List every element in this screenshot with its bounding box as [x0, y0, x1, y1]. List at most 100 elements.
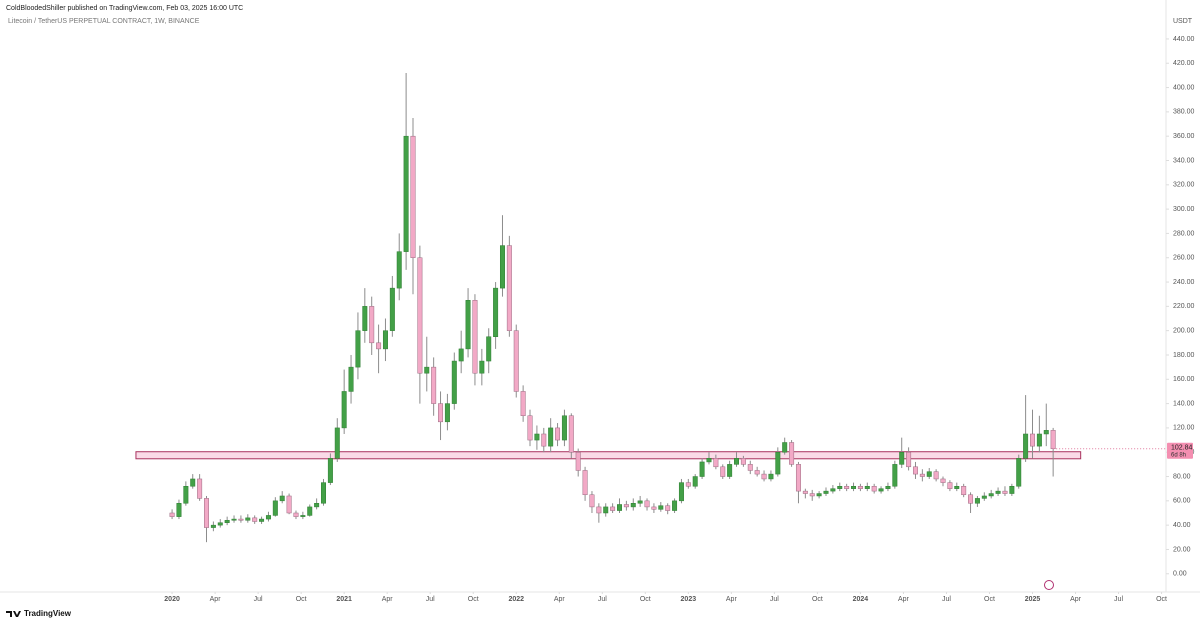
- candle-body: [520, 391, 526, 417]
- candle-body: [493, 287, 499, 337]
- candle-body: [568, 415, 574, 453]
- chart-title: Litecoin / TetherUS PERPETUAL CONTRACT, …: [8, 18, 200, 25]
- candle-body: [871, 486, 877, 492]
- x-tick-label: Jul: [1114, 596, 1123, 603]
- candle-body: [362, 306, 368, 331]
- candle-body: [878, 488, 884, 492]
- last-price-label: 102.84: [1171, 445, 1193, 452]
- candle-body: [637, 500, 643, 504]
- candle-body: [974, 498, 980, 504]
- candle-body: [376, 342, 382, 350]
- candle-body: [1036, 433, 1042, 447]
- candle-body: [912, 466, 918, 475]
- y-tick-label: 220.00: [1173, 303, 1195, 310]
- candle-body: [1009, 486, 1015, 494]
- candle-body: [995, 490, 1001, 494]
- candle-body: [940, 478, 946, 483]
- y-tick-label: 140.00: [1173, 400, 1195, 407]
- candle-body: [265, 515, 271, 520]
- x-tick-label: Oct: [812, 596, 823, 603]
- candle-body: [830, 488, 836, 492]
- candle-body: [658, 505, 664, 510]
- y-tick-label: 380.00: [1173, 109, 1195, 116]
- candle-body: [451, 360, 457, 404]
- candle-body: [747, 464, 753, 471]
- x-tick-label: 2021: [336, 596, 352, 603]
- candle-body: [727, 464, 733, 477]
- candle-body: [768, 473, 774, 480]
- candle-body: [816, 493, 822, 497]
- candle-body: [665, 505, 671, 511]
- candle-body: [548, 427, 554, 447]
- y-tick-label: 0.00: [1173, 571, 1187, 578]
- y-tick-label: 200.00: [1173, 328, 1195, 335]
- candle-body: [314, 503, 320, 508]
- x-tick-label: Jul: [254, 596, 263, 603]
- candle-body: [685, 482, 691, 487]
- candle-body: [630, 503, 636, 508]
- candle-body: [307, 506, 313, 516]
- y-tick-label: 240.00: [1173, 279, 1195, 286]
- y-tick-label: 420.00: [1173, 60, 1195, 67]
- candle-body: [458, 348, 464, 362]
- candle-body: [197, 478, 203, 499]
- candle-body: [424, 366, 430, 374]
- candle-body: [417, 257, 423, 374]
- candle-body: [589, 494, 595, 508]
- candle-body: [575, 451, 581, 471]
- candle-body: [327, 458, 333, 483]
- candle-body: [795, 464, 801, 492]
- candle-body: [272, 500, 278, 516]
- y-unit: USDT: [1173, 18, 1193, 25]
- candle-body: [231, 518, 237, 521]
- candle-body: [864, 486, 870, 489]
- candle-body: [699, 461, 705, 477]
- publisher-line: ColdBloodedShiller published on TradingV…: [6, 5, 243, 12]
- candle-body: [761, 473, 767, 480]
- candle-body: [740, 458, 746, 465]
- candle-body: [672, 500, 678, 511]
- candle-body: [603, 506, 609, 514]
- candle-body: [678, 482, 684, 502]
- brand: TradingView: [24, 609, 72, 618]
- candle-body: [444, 403, 450, 423]
- candle-body: [644, 500, 650, 508]
- candle-body: [293, 512, 299, 517]
- candle-body: [954, 486, 960, 489]
- candle-body: [596, 506, 602, 514]
- y-tick-label: 60.00: [1173, 498, 1191, 505]
- candle-body: [224, 520, 230, 523]
- candle-body: [789, 442, 795, 465]
- x-tick-label: 2024: [853, 596, 869, 603]
- zone: [135, 451, 1082, 460]
- candle-body: [190, 478, 196, 487]
- candle-body: [279, 495, 285, 502]
- candle-body: [844, 486, 850, 489]
- x-tick-label: Apr: [726, 596, 738, 603]
- x-tick-label: Jul: [770, 596, 779, 603]
- candle-body: [472, 300, 478, 374]
- candle-body: [610, 506, 616, 511]
- x-tick-label: Apr: [210, 596, 222, 603]
- x-tick-label: 2025: [1025, 596, 1041, 603]
- candle-body: [431, 366, 437, 404]
- candle-body: [899, 451, 905, 465]
- candle-body: [382, 330, 388, 350]
- event-icon[interactable]: [1044, 580, 1054, 590]
- y-tick-label: 340.00: [1173, 157, 1195, 164]
- x-tick-label: Oct: [984, 596, 995, 603]
- candle-body: [961, 486, 967, 496]
- y-tick-label: 360.00: [1173, 133, 1195, 140]
- candle-body: [465, 300, 471, 350]
- y-tick-label: 440.00: [1173, 36, 1195, 43]
- candle-body: [389, 287, 395, 331]
- candle-body: [355, 330, 361, 368]
- candle-body: [933, 471, 939, 480]
- y-tick-label: 300.00: [1173, 206, 1195, 213]
- candle-body: [892, 464, 898, 487]
- x-tick-label: Oct: [640, 596, 651, 603]
- candle-body: [334, 427, 340, 459]
- candle-body: [506, 245, 512, 331]
- candle-body: [1030, 433, 1035, 447]
